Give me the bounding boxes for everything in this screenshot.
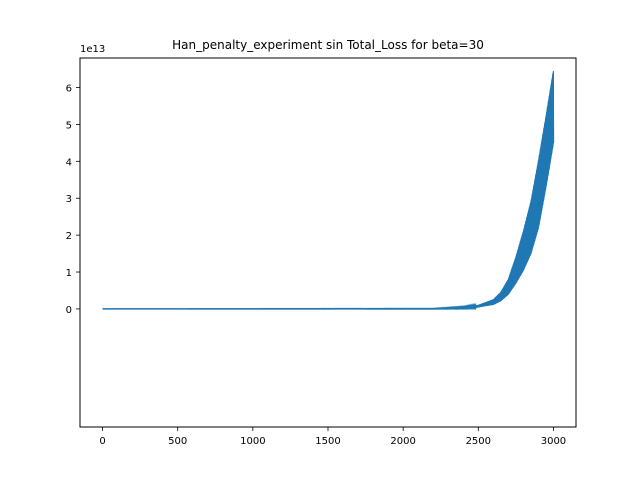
y-axis: 0 1 2 3 4 5 6 bbox=[66, 84, 80, 316]
x-axis: 0 500 1000 1500 2000 2500 3000 bbox=[99, 427, 566, 447]
y-tick-label: 0 bbox=[66, 305, 72, 316]
series-line bbox=[102, 73, 555, 311]
x-tick-label: 1000 bbox=[240, 436, 265, 447]
y-tick-label: 3 bbox=[66, 194, 72, 205]
y-tick-label: 6 bbox=[66, 84, 72, 95]
x-tick-label: 0 bbox=[99, 436, 105, 447]
x-tick-label: 2000 bbox=[390, 436, 415, 447]
axes-frame bbox=[79, 57, 577, 428]
x-tick-label: 1500 bbox=[315, 436, 340, 447]
series-layer bbox=[102, 70, 555, 311]
x-tick-label: 500 bbox=[168, 436, 187, 447]
x-tick-label: 3000 bbox=[541, 436, 566, 447]
y-tick-label: 5 bbox=[66, 120, 72, 131]
y-tick-label: 1 bbox=[66, 268, 72, 279]
x-tick-label: 2500 bbox=[466, 436, 491, 447]
y-tick-label: 4 bbox=[66, 157, 72, 168]
y-tick-label: 2 bbox=[66, 231, 72, 242]
chart-title: Han_penalty_experiment sin Total_Loss fo… bbox=[172, 38, 484, 52]
y-offset-label: 1e13 bbox=[80, 44, 105, 55]
